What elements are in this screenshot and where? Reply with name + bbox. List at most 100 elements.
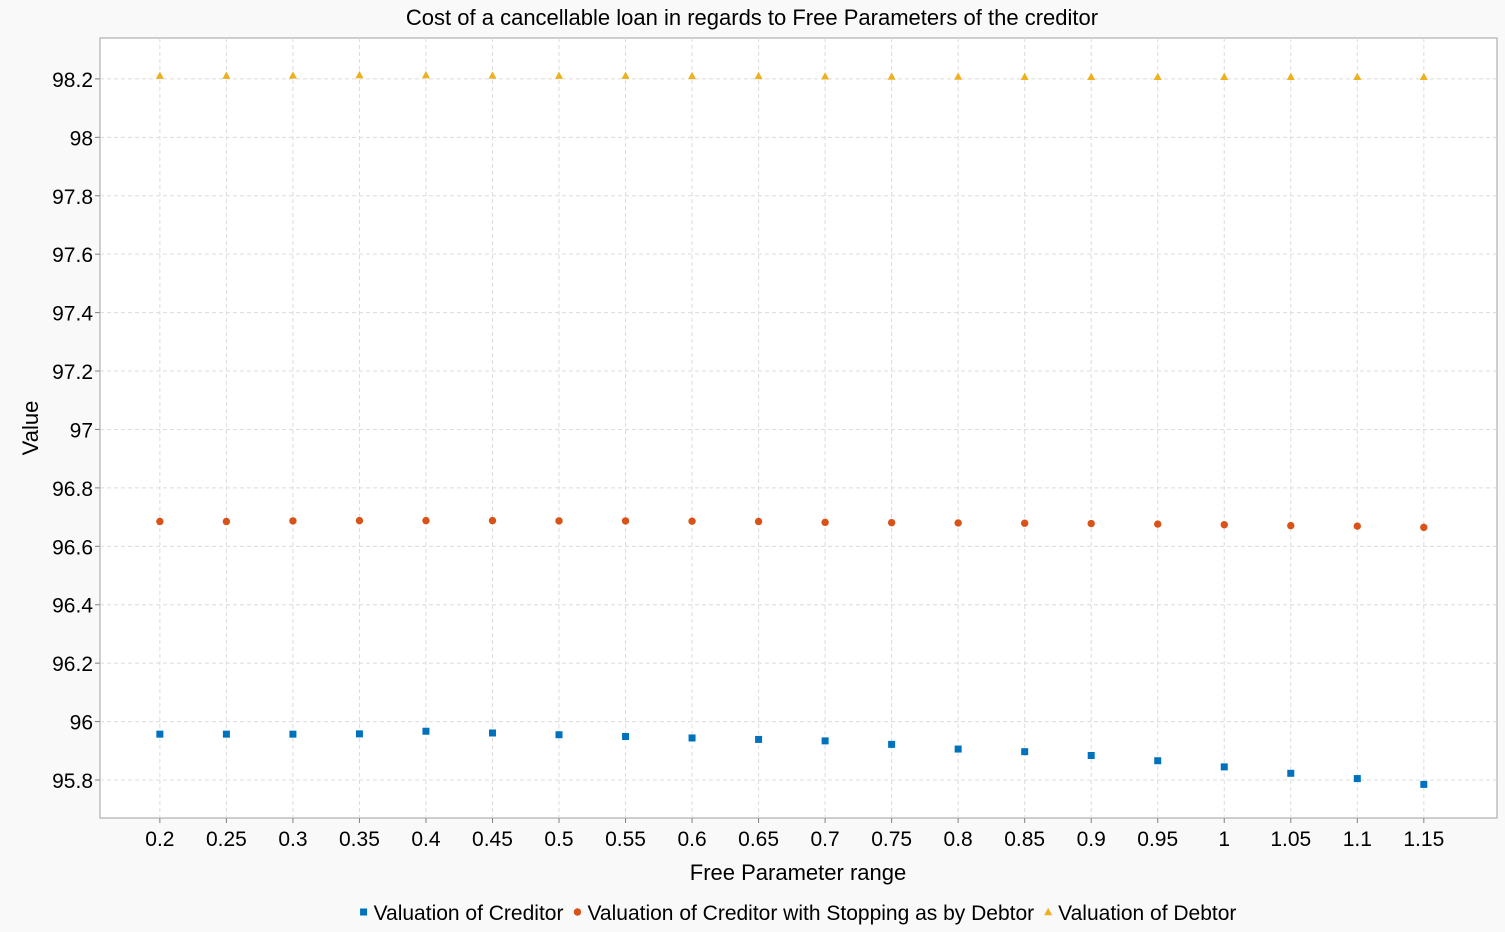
- x-tick-label: 1.05: [1270, 828, 1311, 851]
- data-point: [688, 517, 696, 525]
- data-point: [688, 71, 697, 80]
- y-tick-label: 98.2: [52, 69, 93, 92]
- x-tick-label: 0.4: [411, 828, 441, 851]
- data-point: [887, 72, 896, 80]
- data-point: [355, 730, 363, 738]
- x-tick-label: 0.65: [738, 828, 779, 851]
- legend-marker: [1044, 907, 1053, 916]
- x-tick-label: 0.6: [677, 828, 706, 851]
- x-tick-label: 1.15: [1403, 828, 1444, 851]
- data-point: [1353, 72, 1362, 81]
- data-point: [621, 517, 630, 525]
- y-tick-label: 95.8: [52, 770, 93, 793]
- y-tick-label: 96.6: [52, 536, 93, 559]
- data-point: [355, 516, 364, 525]
- data-point: [288, 71, 297, 79]
- data-point: [1420, 780, 1428, 788]
- x-tick-label: 0.7: [811, 828, 840, 851]
- data-point: [1419, 72, 1428, 81]
- series-2: [156, 516, 1428, 532]
- legend-item: Valuation of Creditor: [360, 902, 563, 925]
- x-tick-label: 0.3: [278, 828, 307, 851]
- data-point: [156, 730, 164, 738]
- x-axis-label: Free Parameter range: [690, 860, 906, 885]
- data-point: [1154, 520, 1162, 528]
- data-point: [155, 71, 164, 79]
- data-point: [754, 517, 763, 526]
- x-axis-ticks: 0.2 0.25 0.3 0.35 0.4 0.45 0.5 0.55 0.6 0.65 0.7 0.…: [145, 818, 1444, 851]
- data-point: [1353, 522, 1362, 530]
- data-point: [1020, 72, 1029, 81]
- x-tick-label: 0.8: [944, 828, 973, 851]
- x-tick-label: 0.95: [1137, 828, 1178, 851]
- legend-marker: [360, 908, 368, 916]
- data-point: [1220, 520, 1228, 529]
- data-point: [222, 71, 231, 79]
- legend-marker: [573, 908, 582, 916]
- data-point: [421, 70, 430, 79]
- data-point: [1420, 523, 1428, 532]
- data-point: [755, 735, 763, 743]
- data-point: [555, 517, 563, 525]
- data-point: [888, 740, 896, 748]
- data-point: [555, 71, 564, 79]
- data-point: [887, 518, 896, 527]
- data-point: [1353, 775, 1361, 783]
- data-point: [488, 516, 497, 525]
- y-tick-label: 97.2: [52, 361, 93, 384]
- legend: Valuation of Creditor Valuation of Credit…: [360, 902, 1236, 925]
- x-tick-label: 0.2: [145, 828, 174, 851]
- data-point: [1154, 757, 1162, 765]
- data-point: [954, 745, 962, 753]
- series-1: [156, 727, 1428, 788]
- y-axis-label: Value: [18, 401, 43, 456]
- data-point: [954, 519, 962, 527]
- data-point: [555, 731, 563, 739]
- x-tick-label: 1.1: [1343, 828, 1372, 851]
- data-point: [1087, 519, 1095, 528]
- data-point: [156, 517, 164, 526]
- y-tick-label: 97.8: [52, 186, 93, 209]
- data-point: [222, 517, 231, 526]
- y-tick-label: 96.8: [52, 478, 93, 501]
- data-point: [1220, 763, 1228, 771]
- grid-lines: [100, 38, 1497, 818]
- data-point: [821, 737, 829, 745]
- y-tick-label: 97: [70, 419, 93, 442]
- data-point: [622, 732, 630, 740]
- data-point: [621, 71, 630, 79]
- data-point: [422, 516, 430, 525]
- legend-label: Valuation of Creditor: [374, 902, 564, 925]
- x-tick-label: 1: [1218, 828, 1230, 851]
- plot-area: [99, 37, 1498, 819]
- x-tick-label: 0.85: [1004, 828, 1045, 851]
- legend-label: Valuation of Creditor with Stopping as b…: [587, 902, 1034, 925]
- data-point: [355, 70, 364, 79]
- x-tick-label: 0.75: [871, 828, 912, 851]
- y-tick-label: 97.6: [52, 244, 93, 267]
- data-points: [155, 70, 1428, 788]
- data-point: [1153, 72, 1162, 81]
- x-tick-label: 0.45: [472, 828, 513, 851]
- data-point: [1220, 72, 1229, 81]
- data-point: [488, 729, 496, 737]
- data-point: [821, 72, 830, 80]
- data-point: [1020, 519, 1029, 527]
- y-tick-label: 96: [70, 712, 93, 735]
- y-tick-label: 97.4: [52, 303, 93, 326]
- data-point: [488, 71, 497, 79]
- legend-label: Valuation of Debtor: [1058, 902, 1236, 925]
- legend-item: Valuation of Creditor with Stopping as b…: [573, 902, 1034, 925]
- legend-item: Valuation of Debtor: [1044, 902, 1236, 925]
- data-point: [222, 730, 230, 738]
- x-tick-label: 0.55: [605, 828, 646, 851]
- data-point: [1021, 748, 1029, 756]
- data-point: [422, 727, 430, 735]
- data-point: [754, 71, 763, 80]
- data-point: [289, 517, 297, 525]
- data-point: [688, 734, 696, 742]
- data-point: [954, 72, 963, 80]
- x-tick-label: 0.5: [544, 828, 573, 851]
- y-tick-label: 96.4: [52, 595, 93, 618]
- x-tick-label: 0.35: [339, 828, 380, 851]
